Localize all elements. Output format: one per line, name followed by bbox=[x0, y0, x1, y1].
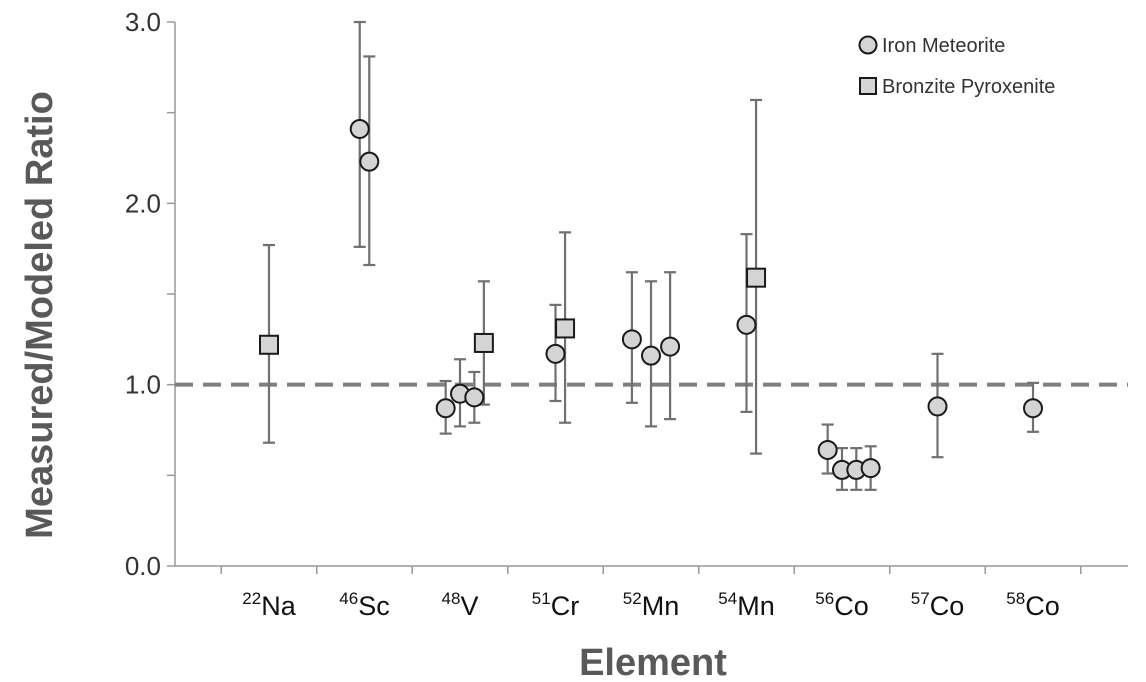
x-category-label: 56Co bbox=[815, 589, 868, 621]
legend-marker-iron-meteorite bbox=[858, 35, 878, 55]
x-category-label: 57Co bbox=[911, 589, 964, 621]
legend-marker-bronzite-pyroxenite bbox=[859, 77, 877, 95]
data-point-circle bbox=[545, 343, 566, 364]
x-category-label: 48V bbox=[442, 589, 479, 621]
data-markers bbox=[259, 118, 1043, 480]
data-point-circle bbox=[621, 329, 642, 350]
legend: Iron Meteorite Bronzite Pyroxenite bbox=[858, 35, 1055, 98]
x-axis-title: Element bbox=[579, 642, 727, 682]
x-category-label: 52Mn bbox=[623, 589, 679, 621]
data-point-circle bbox=[860, 458, 881, 479]
data-point-circle bbox=[927, 396, 948, 417]
legend-label-iron-meteorite: Iron Meteorite bbox=[882, 35, 1005, 57]
data-point-circle bbox=[641, 345, 661, 366]
x-category-label: 54Mn bbox=[718, 589, 774, 621]
x-category-label: 46Sc bbox=[339, 589, 389, 621]
y-axis-title: Measured/Modeled Ratio bbox=[19, 91, 61, 539]
x-category-label: 58Co bbox=[1006, 589, 1059, 621]
data-point-circle bbox=[464, 387, 485, 408]
data-point-circle bbox=[359, 151, 380, 172]
data-point-circle bbox=[736, 314, 757, 335]
axes bbox=[167, 21, 1128, 574]
x-category-label: 51Cr bbox=[532, 589, 579, 621]
x-category-label: 22Na bbox=[242, 589, 296, 621]
data-point-square bbox=[746, 267, 767, 288]
y-tick-label: 2.0 bbox=[125, 188, 161, 218]
data-point-circle bbox=[817, 439, 838, 460]
axis-labels: 0.0 1.0 2.0 3.0 22Na 46Sc 48V 51Cr 52Mn 54Mn 56Co 5… bbox=[125, 7, 1060, 621]
y-tick-label: 0.0 bbox=[125, 551, 161, 581]
data-point-circle bbox=[435, 398, 456, 419]
data-point-circle bbox=[349, 118, 370, 139]
data-point-circle bbox=[660, 336, 681, 357]
data-point-square bbox=[555, 318, 576, 339]
data-point-square bbox=[259, 334, 279, 355]
legend-label-bronzite-pyroxenite: Bronzite Pyroxenite bbox=[882, 76, 1055, 98]
data-point-square bbox=[473, 332, 494, 353]
data-point-circle bbox=[1023, 398, 1043, 419]
y-tick-label: 3.0 bbox=[125, 7, 161, 37]
y-tick-label: 1.0 bbox=[125, 370, 161, 400]
